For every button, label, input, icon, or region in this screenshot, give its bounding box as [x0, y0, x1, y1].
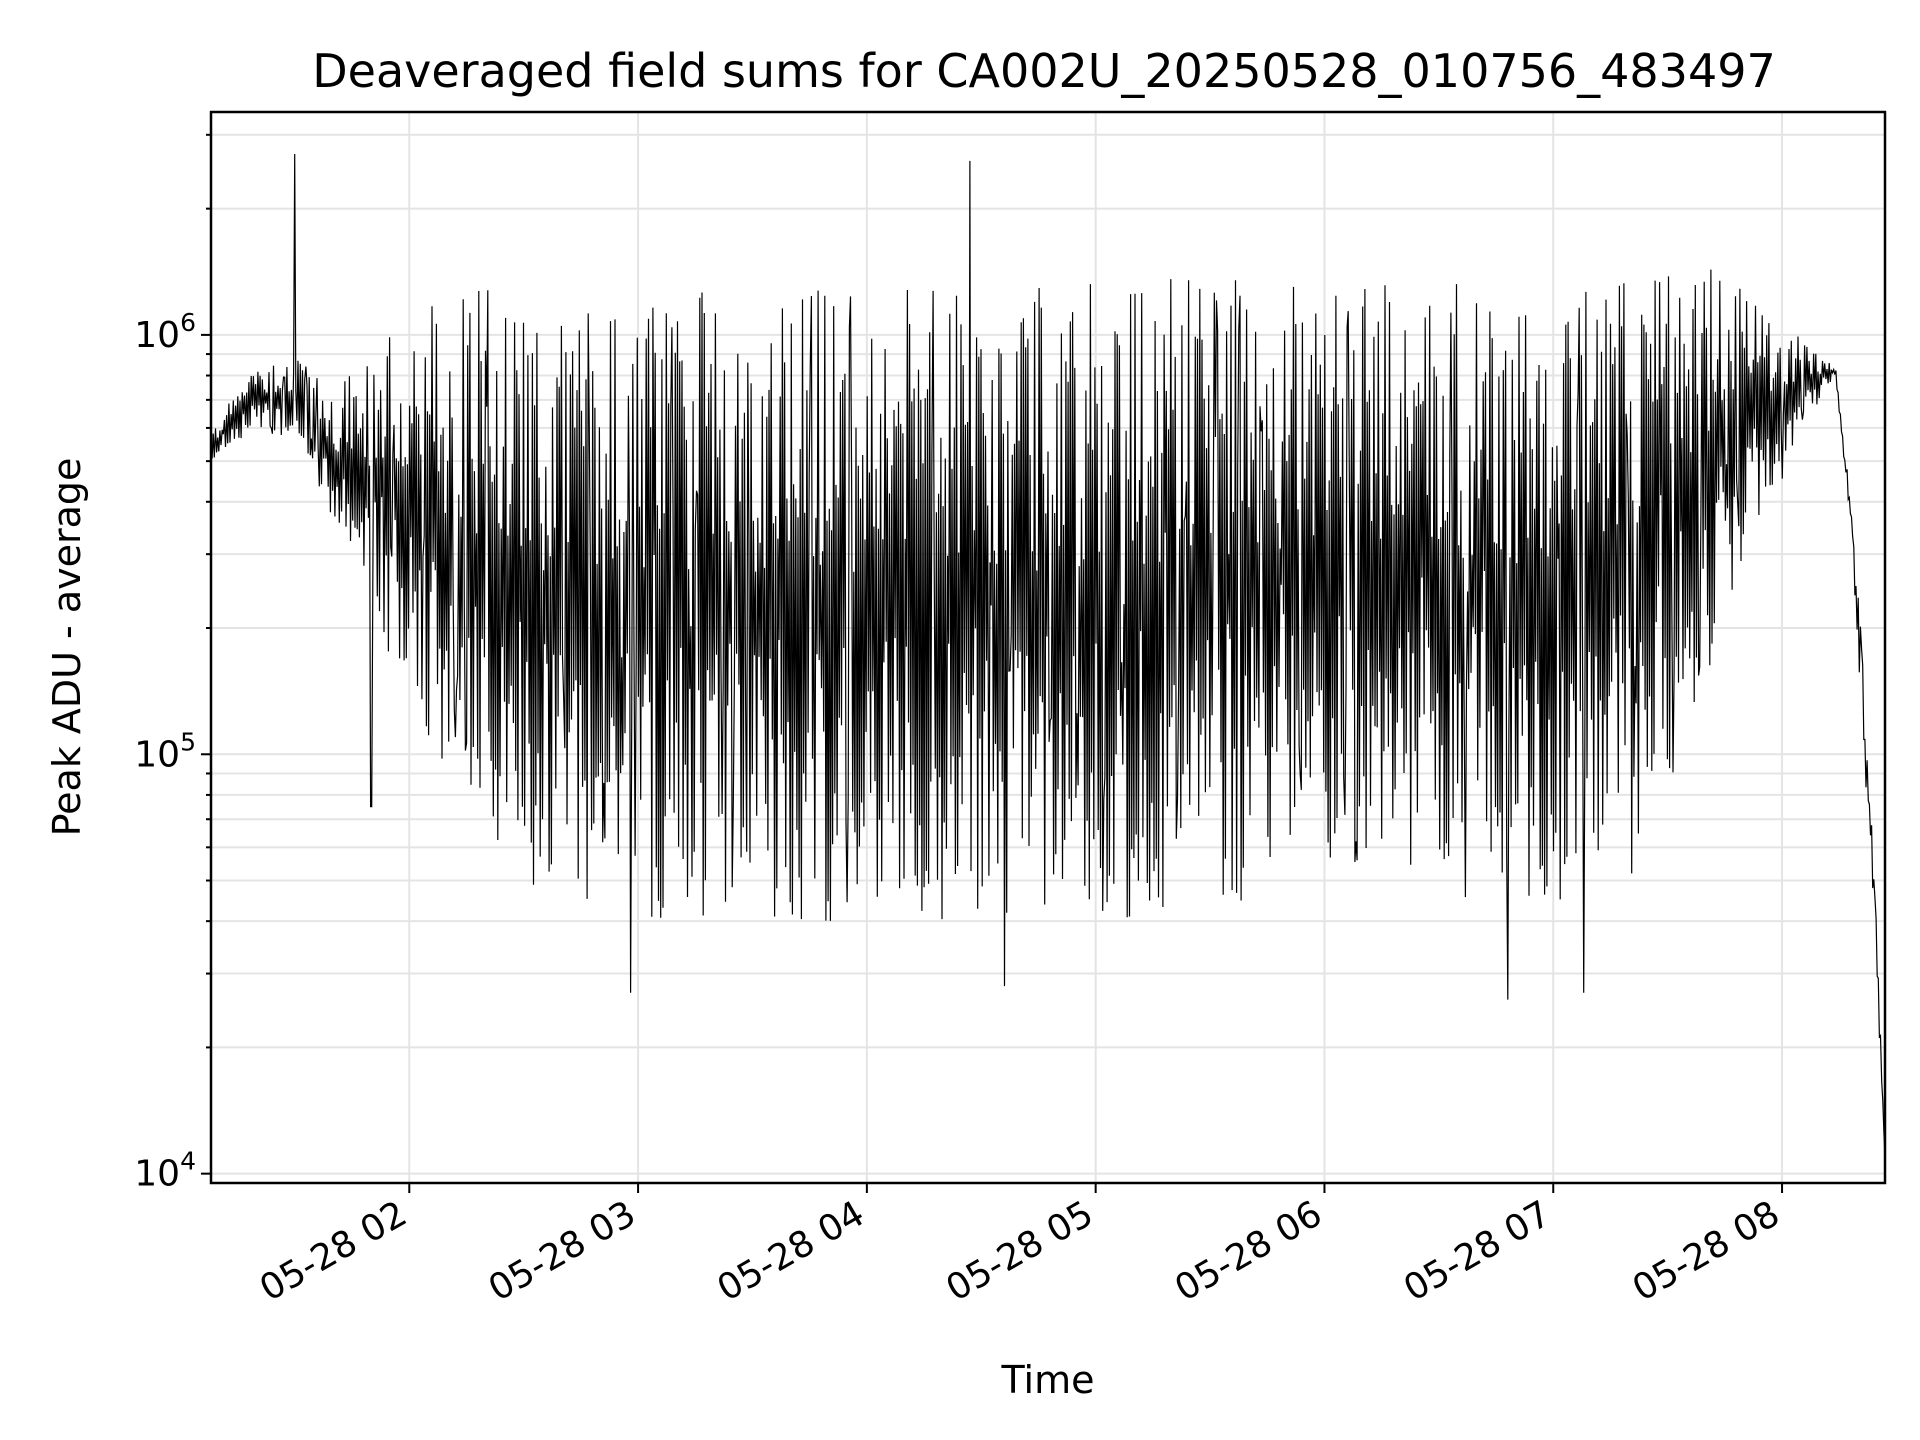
- plot-frame: [209, 110, 1887, 1185]
- series-line: [211, 153, 1885, 1157]
- chart-title: Deaveraged field sums for CA002U_2025052…: [312, 44, 1776, 98]
- y-tick-label: 105: [134, 727, 196, 775]
- y-tick-label: 104: [134, 1147, 196, 1195]
- series-layer: [211, 153, 1885, 1157]
- x-axis-label: Time: [1001, 1358, 1095, 1402]
- y-axis-label: Peak ADU - average: [45, 458, 89, 837]
- y-tick-label: 106: [134, 308, 196, 356]
